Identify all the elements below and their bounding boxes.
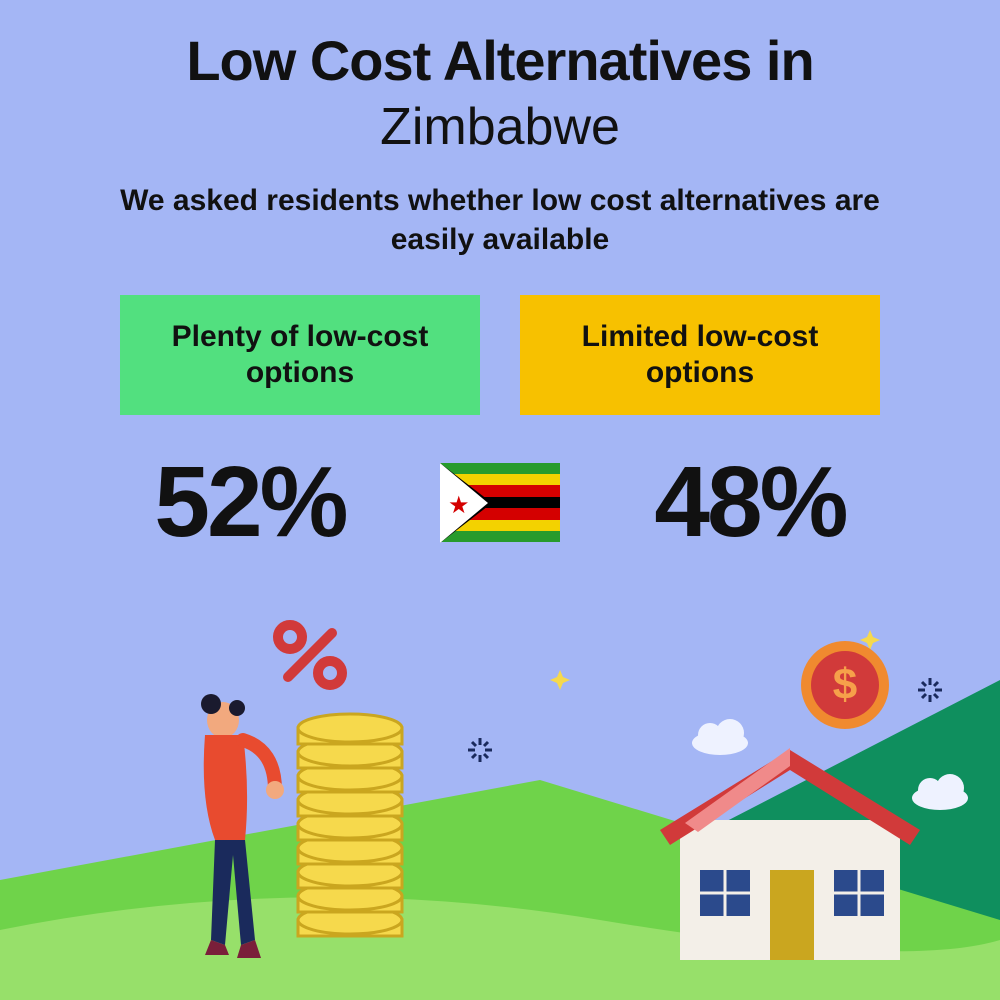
burst-icon <box>468 738 492 762</box>
option-plenty: Plenty of low-cost options <box>120 295 480 415</box>
title-block: Low Cost Alternatives in Zimbabwe <box>0 0 1000 157</box>
infographic-canvas: Low Cost Alternatives in Zimbabwe We ask… <box>0 0 1000 1000</box>
option-plenty-label: Plenty of low-cost options <box>150 319 450 391</box>
percent-icon <box>278 625 342 685</box>
cloud-icon <box>692 719 748 755</box>
burst-icon <box>918 678 942 702</box>
title-line2: Zimbabwe <box>0 97 1000 157</box>
sparkle-icon <box>550 670 570 690</box>
subtitle: We asked residents whether low cost alte… <box>120 181 880 259</box>
options-row: Plenty of low-cost options Limited low-c… <box>0 295 1000 415</box>
stat-plenty: 52% <box>90 445 410 560</box>
stat-limited: 48% <box>590 445 910 560</box>
zimbabwe-flag-icon: ★ <box>440 463 560 543</box>
title-line1: Low Cost Alternatives in <box>0 28 1000 93</box>
option-limited: Limited low-cost options <box>520 295 880 415</box>
svg-text:$: $ <box>833 660 857 709</box>
illustration: $ <box>0 620 1000 1000</box>
option-limited-label: Limited low-cost options <box>550 319 850 391</box>
dollar-coin-icon: $ <box>801 641 889 729</box>
stats-row: 52% ★ 48% <box>0 445 1000 560</box>
coin-stack-icon <box>298 714 402 936</box>
